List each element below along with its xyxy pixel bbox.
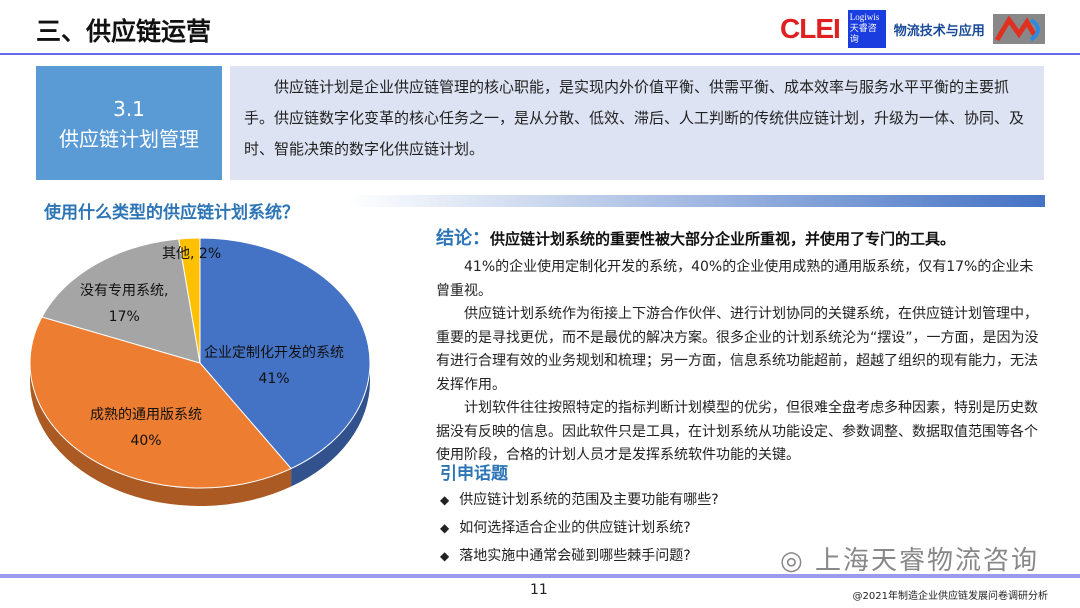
header-divider bbox=[0, 53, 1080, 55]
pie-slice-0 bbox=[199, 237, 371, 470]
label-none: 没有专用系统, 17% bbox=[80, 283, 169, 325]
footer-divider bbox=[0, 574, 1080, 578]
pie-slice-3 bbox=[178, 237, 201, 364]
further-item: 供应链计划系统的范围及主要功能有哪些? bbox=[440, 486, 718, 514]
logo-bar: CLEI Logiwis 天睿咨询 物流技术与应用 bbox=[780, 10, 1045, 48]
wuliu-logo: 物流技术与应用 bbox=[893, 23, 985, 39]
further-heading: 引申话题 bbox=[440, 464, 508, 484]
label-general: 成熟的通用版系统 40% bbox=[90, 407, 202, 449]
label-other: 其他, 2% bbox=[162, 246, 222, 262]
clei-logo: CLEI bbox=[780, 13, 841, 44]
pie-side-1 bbox=[30, 363, 292, 506]
section-box: 3.1 供应链计划管理 bbox=[36, 66, 222, 180]
pie-chart bbox=[29, 237, 371, 506]
further-item: 如何选择适合企业的供应链计划系统? bbox=[440, 514, 719, 542]
slide-title: 三、供应链运营 bbox=[36, 17, 212, 46]
further-item: 落地实施中通常会碰到哪些棘手问题? bbox=[440, 542, 719, 570]
analysis-text: 41%的企业使用定制化开发的系统，40%的企业使用成熟的通用版系统，仅有17%的… bbox=[436, 259, 1039, 463]
label-custom: 企业定制化开发的系统 41% bbox=[204, 345, 344, 387]
nd-logo bbox=[992, 14, 1045, 44]
section-number: 3.1 bbox=[113, 97, 145, 121]
page-number: 11 bbox=[530, 582, 548, 598]
intro-text: 供应链计划是企业供应链管理的核心职能，是实现内外价值平衡、供需平衡、成本效率与服… bbox=[230, 66, 1044, 180]
pie-slice-1 bbox=[29, 316, 292, 489]
footer-text: @2021年制造企业供应链发展问卷调研分析 bbox=[852, 591, 1048, 602]
section-name: 供应链计划管理 bbox=[59, 127, 199, 151]
further-list: 供应链计划系统的范围及主要功能有哪些? 如何选择适合企业的供应链计划系统? 落地… bbox=[440, 486, 719, 570]
logiwis-logo: Logiwis 天睿咨询 bbox=[847, 10, 886, 48]
conclusion: 结论：供应链计划系统的重要性被大部分企业所重视，并使用了专门的工具。 bbox=[436, 228, 956, 249]
gradient-bar bbox=[348, 195, 1045, 207]
chart-question: 使用什么类型的供应链计划系统？ bbox=[44, 203, 299, 223]
pie-slice-2 bbox=[41, 238, 201, 364]
pie-side-0 bbox=[291, 363, 370, 487]
wechat-watermark: ◎ 上海天睿物流咨询 bbox=[780, 546, 1039, 576]
